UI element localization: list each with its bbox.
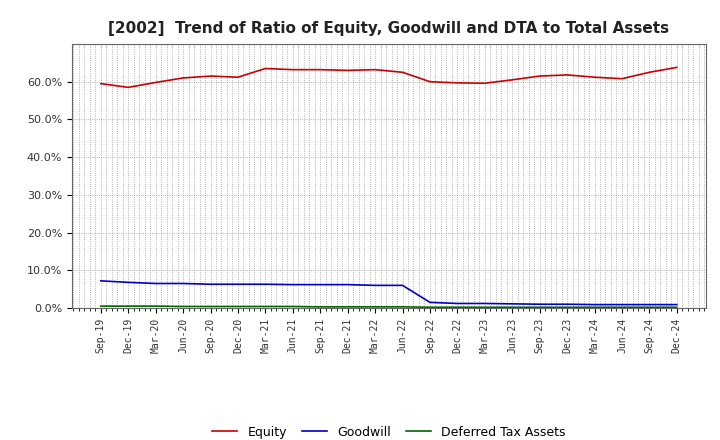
Goodwill	[645, 302, 654, 307]
Goodwill	[316, 282, 325, 287]
Goodwill	[398, 283, 407, 288]
Goodwill	[151, 281, 160, 286]
Line: Deferred Tax Assets: Deferred Tax Assets	[101, 306, 677, 307]
Deferred Tax Assets	[371, 304, 379, 309]
Equity	[645, 70, 654, 75]
Goodwill	[343, 282, 352, 287]
Deferred Tax Assets	[261, 304, 270, 309]
Equity	[453, 80, 462, 85]
Equity	[289, 67, 297, 72]
Equity	[96, 81, 105, 86]
Deferred Tax Assets	[233, 304, 242, 309]
Goodwill	[563, 301, 572, 307]
Equity	[371, 67, 379, 72]
Equity	[672, 65, 681, 70]
Goodwill	[618, 302, 626, 307]
Deferred Tax Assets	[453, 304, 462, 310]
Equity	[398, 70, 407, 75]
Goodwill	[590, 302, 599, 307]
Goodwill	[124, 280, 132, 285]
Equity	[536, 73, 544, 79]
Line: Equity: Equity	[101, 67, 677, 88]
Title: [2002]  Trend of Ratio of Equity, Goodwill and DTA to Total Assets: [2002] Trend of Ratio of Equity, Goodwil…	[108, 21, 670, 36]
Deferred Tax Assets	[645, 304, 654, 310]
Equity	[563, 72, 572, 77]
Deferred Tax Assets	[618, 304, 626, 310]
Deferred Tax Assets	[124, 304, 132, 309]
Deferred Tax Assets	[536, 304, 544, 310]
Deferred Tax Assets	[508, 304, 516, 310]
Goodwill	[480, 301, 489, 306]
Equity	[206, 73, 215, 79]
Goodwill	[536, 301, 544, 307]
Goodwill	[453, 301, 462, 306]
Goodwill	[508, 301, 516, 307]
Goodwill	[672, 302, 681, 307]
Goodwill	[371, 283, 379, 288]
Equity	[426, 79, 434, 84]
Equity	[261, 66, 270, 71]
Line: Goodwill: Goodwill	[101, 281, 677, 304]
Deferred Tax Assets	[480, 304, 489, 310]
Goodwill	[426, 300, 434, 305]
Deferred Tax Assets	[563, 304, 572, 310]
Deferred Tax Assets	[289, 304, 297, 309]
Deferred Tax Assets	[672, 304, 681, 310]
Goodwill	[233, 282, 242, 287]
Deferred Tax Assets	[151, 304, 160, 309]
Equity	[151, 80, 160, 85]
Deferred Tax Assets	[179, 304, 187, 309]
Equity	[343, 68, 352, 73]
Goodwill	[261, 282, 270, 287]
Equity	[590, 74, 599, 80]
Deferred Tax Assets	[96, 304, 105, 309]
Goodwill	[206, 282, 215, 287]
Goodwill	[96, 278, 105, 283]
Deferred Tax Assets	[590, 304, 599, 310]
Deferred Tax Assets	[206, 304, 215, 309]
Equity	[618, 76, 626, 81]
Deferred Tax Assets	[426, 304, 434, 310]
Equity	[316, 67, 325, 72]
Equity	[179, 75, 187, 81]
Equity	[124, 85, 132, 90]
Goodwill	[179, 281, 187, 286]
Legend: Equity, Goodwill, Deferred Tax Assets: Equity, Goodwill, Deferred Tax Assets	[212, 426, 565, 439]
Deferred Tax Assets	[343, 304, 352, 309]
Deferred Tax Assets	[398, 304, 407, 309]
Equity	[233, 74, 242, 80]
Equity	[480, 81, 489, 86]
Equity	[508, 77, 516, 82]
Goodwill	[289, 282, 297, 287]
Deferred Tax Assets	[316, 304, 325, 309]
